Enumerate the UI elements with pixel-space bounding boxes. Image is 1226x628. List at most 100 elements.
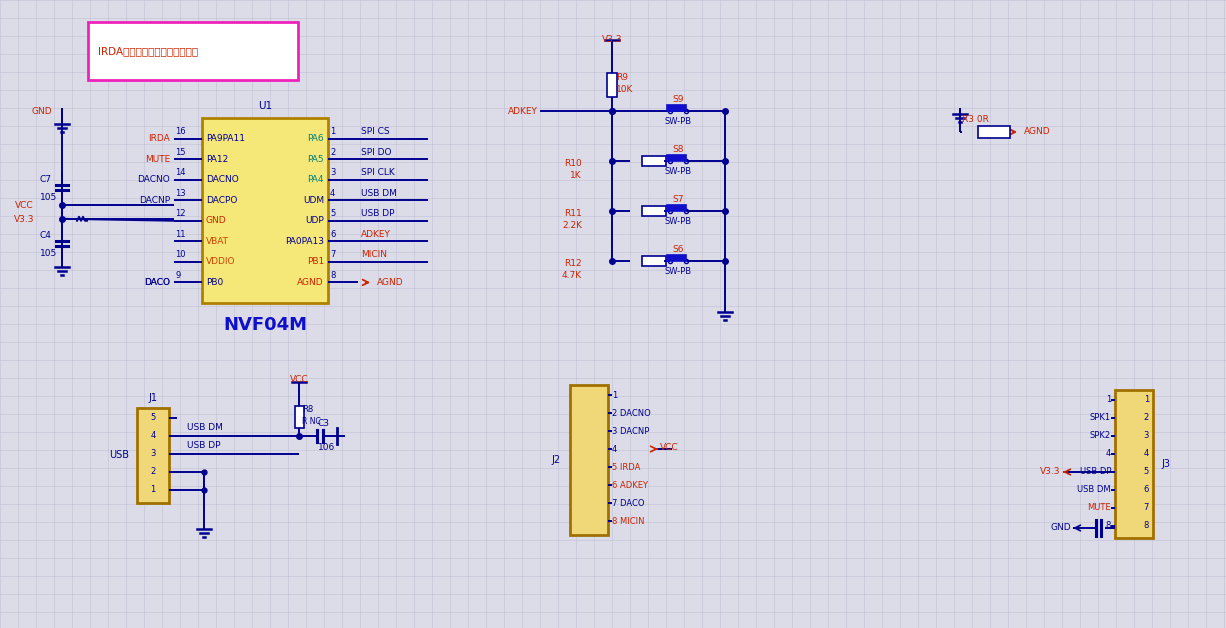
Bar (88, 22, 298, 80)
Text: VDDIO: VDDIO (206, 257, 235, 266)
Text: SW-PB: SW-PB (664, 117, 691, 126)
Text: 4: 4 (1144, 450, 1149, 458)
Text: SPI CS: SPI CS (360, 127, 390, 136)
Bar (642, 156, 666, 166)
Text: U1: U1 (257, 101, 272, 111)
Bar (295, 406, 304, 428)
Text: USB: USB (109, 450, 129, 460)
Text: R9: R9 (615, 72, 628, 82)
Text: SW-PB: SW-PB (664, 266, 691, 276)
Text: DACNO: DACNO (206, 175, 239, 184)
Text: 1: 1 (1106, 396, 1111, 404)
Bar (642, 206, 666, 216)
Text: S7: S7 (672, 195, 684, 203)
Text: DACNO: DACNO (137, 175, 170, 184)
Text: R11: R11 (564, 208, 582, 217)
Text: 5: 5 (330, 209, 335, 219)
Text: 4: 4 (330, 189, 335, 198)
Text: GND: GND (206, 216, 227, 225)
Text: DACO: DACO (143, 278, 170, 287)
Bar (137, 408, 169, 503)
Text: 3 DACNP: 3 DACNP (612, 426, 650, 435)
Text: AGND: AGND (1024, 127, 1051, 136)
Text: MICIN: MICIN (360, 251, 387, 259)
Text: 2: 2 (1144, 413, 1149, 423)
Text: USB DM: USB DM (1078, 485, 1111, 494)
Text: IRDA: IRDA (148, 134, 170, 143)
Text: 8: 8 (330, 271, 336, 280)
Text: R12: R12 (564, 259, 582, 268)
Text: 1K: 1K (570, 170, 582, 180)
Text: 1: 1 (1144, 396, 1149, 404)
Text: SPK2: SPK2 (1090, 431, 1111, 440)
Text: 1: 1 (330, 127, 335, 136)
Text: PB1: PB1 (306, 257, 324, 266)
Bar (642, 256, 666, 266)
Text: 7 DACO: 7 DACO (612, 499, 645, 507)
Text: J3: J3 (1161, 459, 1170, 469)
Text: ADKEY: ADKEY (508, 107, 538, 116)
Bar (666, 104, 687, 111)
Text: 7: 7 (330, 251, 336, 259)
Text: C3: C3 (318, 420, 330, 428)
Text: V3.3: V3.3 (602, 36, 623, 45)
Text: SPI DO: SPI DO (360, 148, 391, 156)
Text: 5: 5 (1144, 467, 1149, 477)
Text: PA12: PA12 (206, 154, 228, 164)
Bar (666, 154, 687, 161)
Text: V3.3: V3.3 (13, 215, 34, 224)
Text: R NC: R NC (302, 418, 321, 426)
Text: USB DM: USB DM (188, 423, 223, 433)
Text: 4: 4 (612, 445, 617, 453)
Text: S8: S8 (672, 144, 684, 153)
Text: 13: 13 (175, 189, 185, 198)
Text: PA0PA13: PA0PA13 (284, 237, 324, 246)
Text: SW-PB: SW-PB (664, 166, 691, 175)
Text: 9: 9 (175, 271, 180, 280)
Text: 2 DACNO: 2 DACNO (612, 408, 651, 418)
Bar (202, 118, 329, 303)
Text: SPK1: SPK1 (1090, 413, 1111, 423)
Text: 6: 6 (330, 230, 336, 239)
Text: 6: 6 (1144, 485, 1149, 494)
Text: 12: 12 (175, 209, 185, 219)
Text: C4: C4 (40, 230, 51, 239)
Bar (1114, 390, 1152, 538)
Text: MUTE: MUTE (1087, 504, 1111, 512)
Text: USB DP: USB DP (188, 441, 221, 450)
Text: AGND: AGND (378, 278, 403, 287)
Bar (666, 204, 687, 211)
Text: MUTE: MUTE (145, 154, 170, 164)
Text: PB0: PB0 (206, 278, 223, 287)
Text: VBAT: VBAT (206, 237, 229, 246)
Text: GND: GND (1051, 524, 1072, 533)
Text: 16: 16 (175, 127, 185, 136)
Text: 106: 106 (318, 443, 335, 453)
Text: UDM: UDM (303, 196, 324, 205)
Text: 5: 5 (151, 413, 156, 423)
Text: R3 0R: R3 0R (962, 116, 989, 124)
Bar (978, 126, 1010, 138)
Text: 15: 15 (175, 148, 185, 156)
Text: 1: 1 (612, 391, 617, 399)
Text: PA6: PA6 (308, 134, 324, 143)
Text: R10: R10 (564, 158, 582, 168)
Text: S6: S6 (672, 244, 684, 254)
Text: 2: 2 (330, 148, 335, 156)
Bar (607, 73, 617, 97)
Text: 8 MICIN: 8 MICIN (612, 516, 645, 526)
Text: IRDA模一化串口灰色标签为标留: IRDA模一化串口灰色标签为标留 (98, 46, 199, 56)
Text: 3: 3 (330, 168, 336, 177)
Text: 3: 3 (151, 450, 156, 458)
Text: DACNP: DACNP (139, 196, 170, 205)
Text: PA9PA11: PA9PA11 (206, 134, 245, 143)
Text: 105: 105 (40, 193, 58, 202)
Text: SW-PB: SW-PB (664, 217, 691, 225)
Text: PA5: PA5 (308, 154, 324, 164)
Text: 10K: 10K (615, 85, 634, 94)
Text: PA4: PA4 (308, 175, 324, 184)
Text: 105: 105 (40, 249, 58, 257)
Text: DACO: DACO (143, 278, 170, 287)
Text: UDP: UDP (305, 216, 324, 225)
Text: 4: 4 (151, 431, 156, 440)
